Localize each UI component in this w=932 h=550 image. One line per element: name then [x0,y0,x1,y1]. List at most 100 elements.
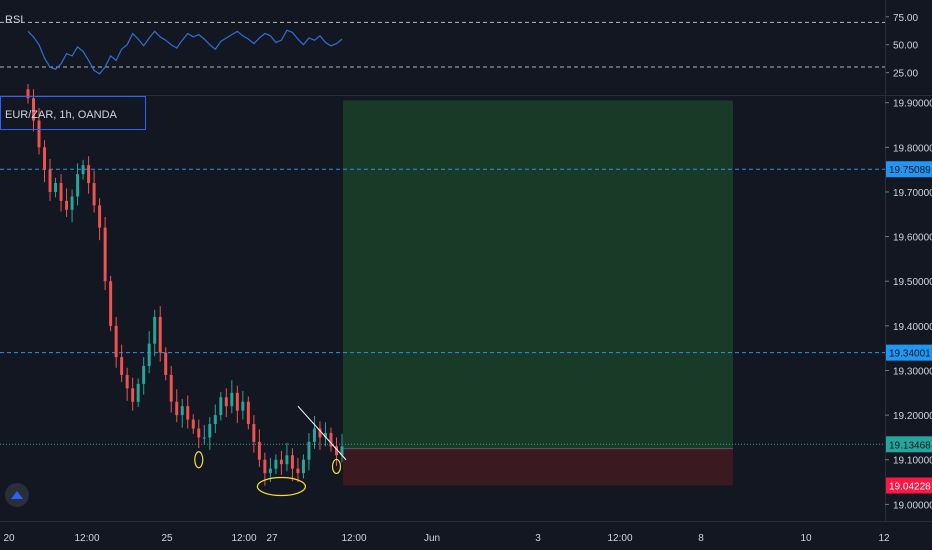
price-tag-target[interactable]: 19.34001 [886,344,932,361]
candle-body [191,419,195,429]
candle-body [136,383,140,402]
price-tick-label: 19.50000 [893,277,932,288]
candle-body [219,397,223,416]
annotation-ellipse-last[interactable] [331,458,342,475]
candle-body [318,428,322,438]
candle-body [142,366,146,384]
candle-body [175,401,179,416]
candle-body [202,437,206,439]
profit-target-zone[interactable] [343,100,733,449]
candle-body [268,468,272,474]
candle-body [312,428,316,442]
time-tick-label: 8 [698,533,704,544]
rsi-indicator-label[interactable]: RSI [5,14,24,26]
candle-body [252,424,256,442]
candle-body [169,374,173,402]
time-tick-label: 3 [535,533,541,544]
price-tick-label: 19.90000 [893,99,932,110]
price-tag-label: 19.75089 [889,165,931,176]
price-tag-label: 19.13468 [889,440,931,451]
rsi-pane: 75.00 50.00 25.00 [0,13,932,96]
candle-body [109,281,113,326]
candle-body [329,432,333,447]
candle-body [147,343,151,367]
candle-body [153,316,157,344]
price-tick-label: 19.70000 [893,188,932,199]
price-tag-target[interactable]: 19.75089 [886,161,932,178]
candle-body [307,441,311,460]
candle-body [43,147,47,170]
candle-body [87,165,91,184]
candle-body [37,120,41,148]
time-tick-label: 12:00 [341,533,366,544]
rsi-tick-label: 50.00 [893,41,918,52]
price-tag-bg [886,344,932,361]
candle-body [235,392,239,411]
candle-body [103,227,107,282]
candle-body [340,446,344,456]
candle-body [164,352,168,375]
symbol-legend: EUR/ZAR, 1h, OANDA [5,109,117,121]
candle-body [125,374,129,389]
stop-loss-zone[interactable] [343,448,733,486]
time-tick-label: 25 [161,533,173,544]
candle-body [197,428,201,438]
candle-body [241,401,245,411]
time-axis[interactable]: 20 12:00 25 12:00 27 12:00 Jun 3 12:00 8 10 12 [0,521,932,545]
candle-body [114,325,118,358]
candle-body [26,89,30,99]
candle-body [32,98,35,121]
price-tick-label: 19.80000 [893,143,932,154]
annotation-ellipse-wide[interactable] [256,476,307,497]
annotation-ellipse-small[interactable] [194,451,204,469]
candle-body [186,406,190,420]
candle-body [59,183,63,201]
candle-body [48,169,52,192]
price-tag-current[interactable]: 19.13468 [886,436,932,453]
candle-body [335,446,338,456]
price-tick-label: 19.20000 [893,411,932,422]
price-axis[interactable]: 19.90000 19.80000 19.70000 19.60000 19.50000… [885,0,932,522]
annotation-trendline[interactable] [297,405,347,461]
price-tick-label: 19.10000 [893,456,932,467]
candle-body [246,401,250,425]
rsi-line [27,29,343,75]
symbol-legend-box[interactable] [0,96,146,130]
logo-mark-icon [11,491,23,499]
candle-body [224,397,228,407]
candle-body [290,455,294,469]
price-tick-label: 19.40000 [893,322,932,333]
price-tick-label: 19.00000 [893,500,932,511]
candle-body [81,165,85,175]
price-pane[interactable] [0,83,885,497]
time-tick-label: 10 [800,533,812,544]
candle-body [65,200,69,210]
candle-body [76,174,80,197]
time-tick-label: 12:00 [231,533,256,544]
time-tick-label: 20 [3,533,15,544]
candle-body [120,357,124,375]
candle-body [98,205,102,228]
candle-body [323,432,327,438]
candle-body [257,441,261,460]
candle-body [213,415,217,425]
candle-body [263,459,267,474]
price-tag-stop[interactable]: 19.04228 [886,477,932,494]
price-tag-bg [886,477,932,494]
candle-body [208,424,212,438]
candle-body [301,459,305,474]
time-tick-label: Jun [424,533,440,544]
time-tick-label: 12 [878,533,890,544]
price-tag-bg [886,161,932,178]
tradingview-logo-icon[interactable] [5,483,29,507]
candle-body [279,459,283,465]
candle-body [274,459,278,469]
price-tick-label: 19.60000 [893,233,932,244]
price-tag-label: 19.04228 [889,482,931,493]
candle-body [131,388,135,402]
candle-body [158,316,162,353]
candle-body [230,392,234,407]
time-tick-label: 12:00 [74,533,99,544]
rsi-tick-label: 75.00 [893,13,918,24]
